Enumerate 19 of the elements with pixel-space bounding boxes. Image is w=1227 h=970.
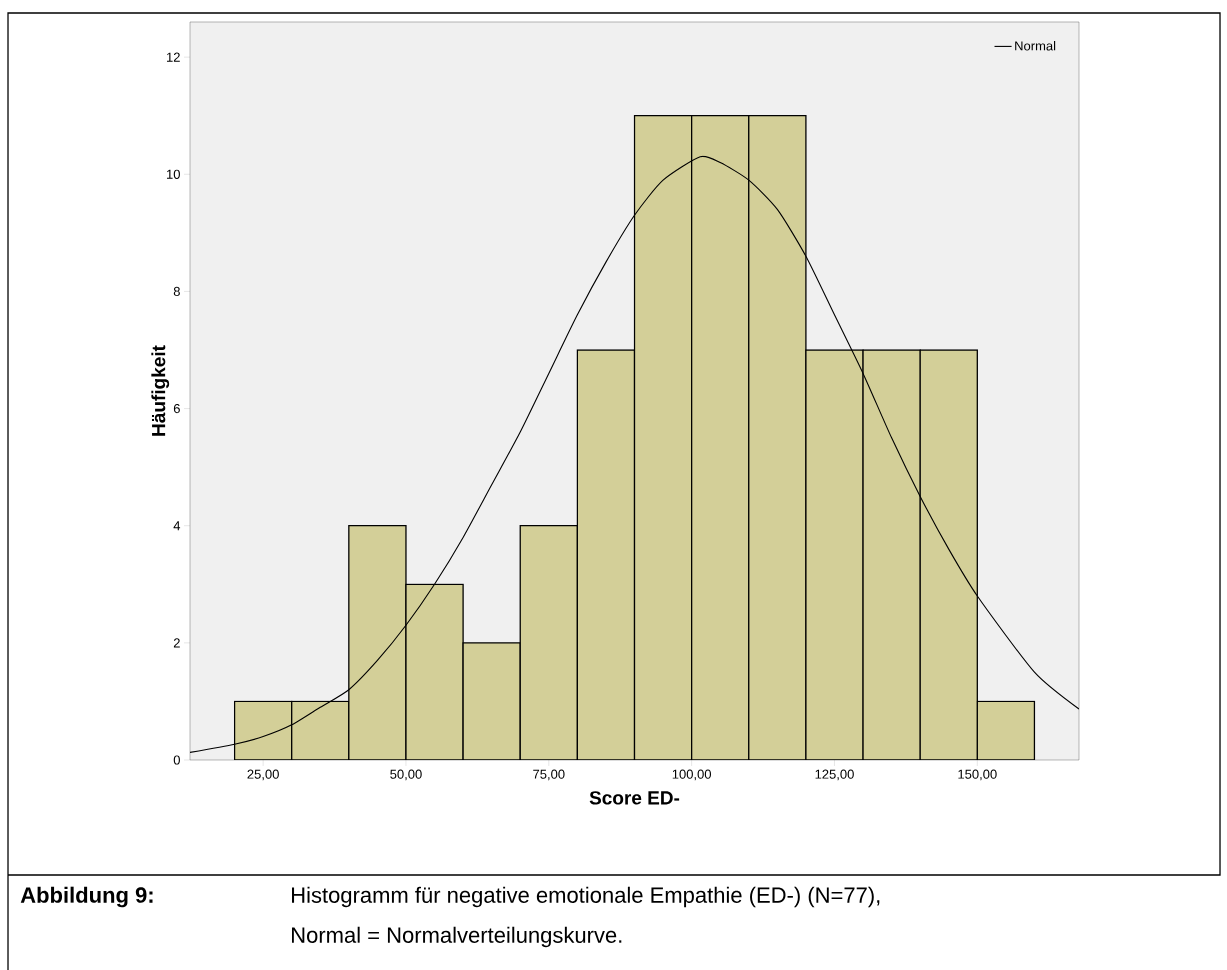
x-tick-label: 150,00 <box>958 769 997 781</box>
text: Normal = Normalverteilungskurve. <box>292 926 622 948</box>
y-axis-title: Häufigkeit <box>151 345 170 436</box>
y-tick-label: 8 <box>173 286 180 297</box>
y-tick-label: 6 <box>173 403 180 414</box>
y-tick-label: 0 <box>173 755 180 765</box>
text: Histogramm für negative emotionale Empathie (ED-) (N=77), <box>292 886 880 908</box>
y-tick-label: 4 <box>173 521 181 531</box>
x-tick-label: 100,00 <box>672 769 712 781</box>
y-tick-label: 12 <box>167 52 180 62</box>
x-tick-label: 125,00 <box>815 769 854 781</box>
x-tick-label: 50,00 <box>390 769 422 781</box>
text: Abbildung 9: <box>20 886 153 908</box>
y-tick-label: 10 <box>167 169 180 179</box>
legend-label: Normal <box>1015 40 1056 51</box>
x-axis-title: Score ED- <box>589 791 680 805</box>
y-tick-label: 2 <box>173 638 180 648</box>
x-tick-label: 25,00 <box>247 769 279 781</box>
x-tick-label: 75,00 <box>533 769 565 781</box>
